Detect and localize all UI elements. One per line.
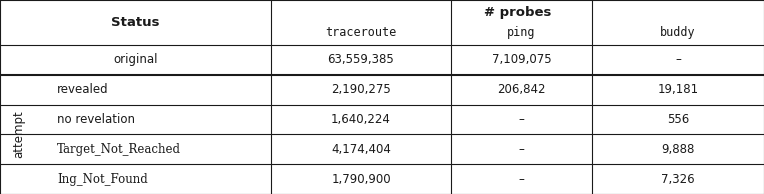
Text: –: – bbox=[519, 113, 524, 126]
Text: 1,640,224: 1,640,224 bbox=[331, 113, 391, 126]
Text: –: – bbox=[675, 54, 681, 67]
Text: buddy: buddy bbox=[660, 26, 696, 39]
Text: 7,109,075: 7,109,075 bbox=[491, 54, 552, 67]
Text: 206,842: 206,842 bbox=[497, 83, 545, 96]
Text: no revelation: no revelation bbox=[57, 113, 135, 126]
Text: 63,559,385: 63,559,385 bbox=[328, 54, 394, 67]
Text: # probes: # probes bbox=[484, 6, 552, 19]
Text: original: original bbox=[113, 54, 158, 67]
Text: 2,190,275: 2,190,275 bbox=[331, 83, 391, 96]
Text: ping: ping bbox=[507, 26, 536, 39]
Text: Ing_Not_Found: Ing_Not_Found bbox=[57, 173, 148, 186]
Text: revealed: revealed bbox=[57, 83, 109, 96]
Text: –: – bbox=[519, 173, 524, 186]
Text: Target_Not_Reached: Target_Not_Reached bbox=[57, 143, 181, 156]
Text: –: – bbox=[519, 143, 524, 156]
Text: 19,181: 19,181 bbox=[658, 83, 698, 96]
Text: traceroute: traceroute bbox=[325, 26, 397, 39]
Text: Status: Status bbox=[112, 16, 160, 29]
Text: 556: 556 bbox=[667, 113, 689, 126]
Text: attempt: attempt bbox=[12, 111, 26, 158]
Text: 9,888: 9,888 bbox=[662, 143, 694, 156]
Text: 7,326: 7,326 bbox=[661, 173, 695, 186]
Text: 1,790,900: 1,790,900 bbox=[331, 173, 391, 186]
Text: 4,174,404: 4,174,404 bbox=[331, 143, 391, 156]
